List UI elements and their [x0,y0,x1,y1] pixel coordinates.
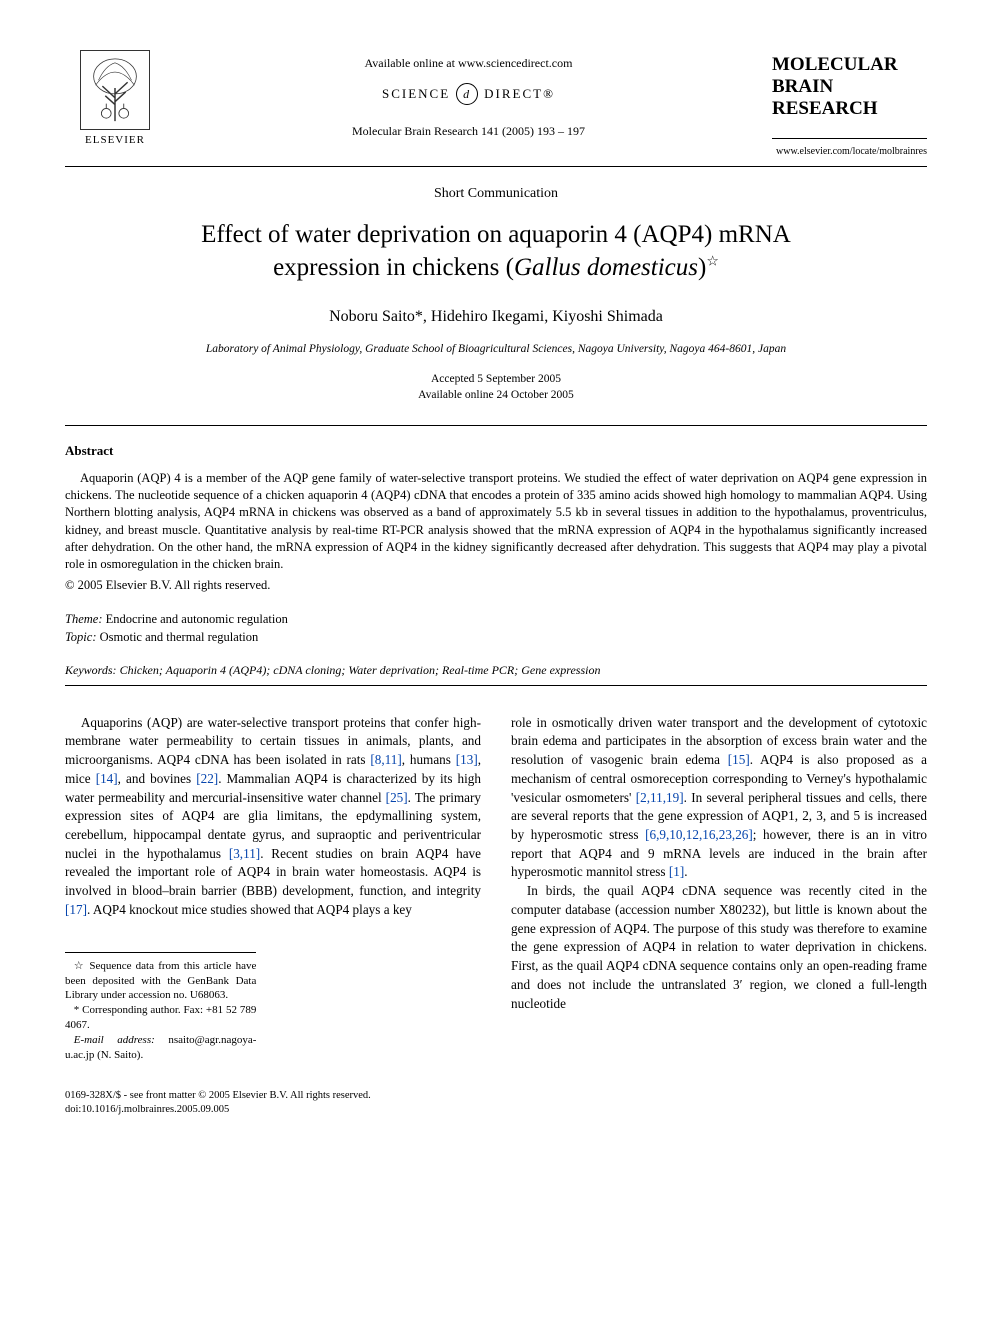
footnote-email: E-mail address: nsaito@agr.nagoya-u.ac.j… [65,1033,256,1063]
doi-line: doi:10.1016/j.molbrainres.2005.09.005 [65,1103,371,1117]
authors: Noboru Saito*, Hidehiro Ikegami, Kiyoshi… [65,306,927,328]
sd-text-right: DIRECT® [484,85,555,103]
theme-value: Endocrine and autonomic regulation [106,612,288,626]
ref-link[interactable]: [17] [65,902,87,917]
ref-link[interactable]: [6,9,10,12,16,23,26] [645,827,753,842]
column-right: role in osmotically driven water transpo… [511,714,927,1063]
publisher-logo-block: ELSEVIER [65,50,165,148]
dates-block: Accepted 5 September 2005 Available onli… [65,371,927,403]
email-label: E-mail address: [74,1034,155,1046]
ref-link[interactable]: [13] [456,752,478,767]
available-online-text: Available online at www.sciencedirect.co… [165,55,772,71]
ref-link[interactable]: [8,11] [370,752,401,767]
ref-link[interactable]: [15] [728,752,750,767]
article-type: Short Communication [65,185,927,204]
body-columns: Aquaporins (AQP) are water-selective tra… [65,714,927,1063]
header-row: ELSEVIER Available online at www.science… [65,50,927,158]
body-para-2: In birds, the quail AQP4 cDNA sequence w… [511,882,927,1013]
sd-at-icon: d [456,83,478,105]
journal-block: MOLECULAR BRAIN RESEARCH www.elsevier.co… [772,50,927,158]
footer-row: 0169-328X/$ - see front matter © 2005 El… [65,1089,927,1117]
footnote-sequence: ☆ Sequence data from this article have b… [65,959,256,1004]
journal-title-line1: MOLECULAR [772,54,927,76]
copyright: © 2005 Elsevier B.V. All rights reserved… [65,577,927,594]
accepted-date: Accepted 5 September 2005 [65,371,927,387]
column-left: Aquaporins (AQP) are water-selective tra… [65,714,481,1063]
journal-title-line3: RESEARCH [772,98,927,120]
body-para-1-cont: role in osmotically driven water transpo… [511,714,927,883]
issn-line: 0169-328X/$ - see front matter © 2005 El… [65,1089,371,1103]
sd-text-left: SCIENCE [382,85,450,103]
ref-link[interactable]: [2,11,19] [636,790,684,805]
abstract-text: Aquaporin (AQP) 4 is a member of the AQP… [65,470,927,574]
theme-line: Theme: Endocrine and autonomic regulatio… [65,610,927,628]
keywords-label: Keywords: [65,663,117,677]
topic-value: Osmotic and thermal regulation [100,630,259,644]
elsevier-label: ELSEVIER [85,133,145,148]
abstract-bottom-divider [65,685,927,686]
header-divider [65,166,927,167]
article-title: Effect of water deprivation on aquaporin… [65,218,927,284]
abstract-heading: Abstract [65,442,927,460]
title-line1: Effect of water deprivation on aquaporin… [201,221,791,248]
sciencedirect-logo: SCIENCE d DIRECT® [165,83,772,105]
online-date: Available online 24 October 2005 [65,387,927,403]
keywords-line: Keywords: Chicken; Aquaporin 4 (AQP4); c… [65,662,927,678]
topic-line: Topic: Osmotic and thermal regulation [65,628,927,646]
affiliation: Laboratory of Animal Physiology, Graduat… [65,342,927,358]
elsevier-tree-icon [80,50,150,130]
theme-label: Theme: [65,612,103,626]
keywords-value: Chicken; Aquaporin 4 (AQP4); cDNA clonin… [120,663,601,677]
ref-link[interactable]: [3,11] [229,846,260,861]
body-para-1: Aquaporins (AQP) are water-selective tra… [65,714,481,920]
footnotes-block: ☆ Sequence data from this article have b… [65,952,256,1063]
topic-label: Topic: [65,630,97,644]
journal-reference: Molecular Brain Research 141 (2005) 193 … [165,123,772,139]
journal-url: www.elsevier.com/locate/molbrainres [772,145,927,159]
footnote-corresponding: * Corresponding author. Fax: +81 52 789 … [65,1003,256,1033]
footer-left: 0169-328X/$ - see front matter © 2005 El… [65,1089,371,1117]
abstract-top-divider [65,425,927,426]
title-star-icon: ☆ [706,255,719,270]
title-line2-pre: expression in chickens ( [273,254,514,281]
ref-link[interactable]: [25] [386,790,408,805]
title-species: Gallus domesticus [514,254,698,281]
journal-title-box: MOLECULAR BRAIN RESEARCH [772,50,927,139]
ref-link[interactable]: [14] [96,771,118,786]
ref-link[interactable]: [22] [196,771,218,786]
ref-link[interactable]: [1] [669,864,684,879]
journal-title-line2: BRAIN [772,76,927,98]
center-header: Available online at www.sciencedirect.co… [165,50,772,141]
